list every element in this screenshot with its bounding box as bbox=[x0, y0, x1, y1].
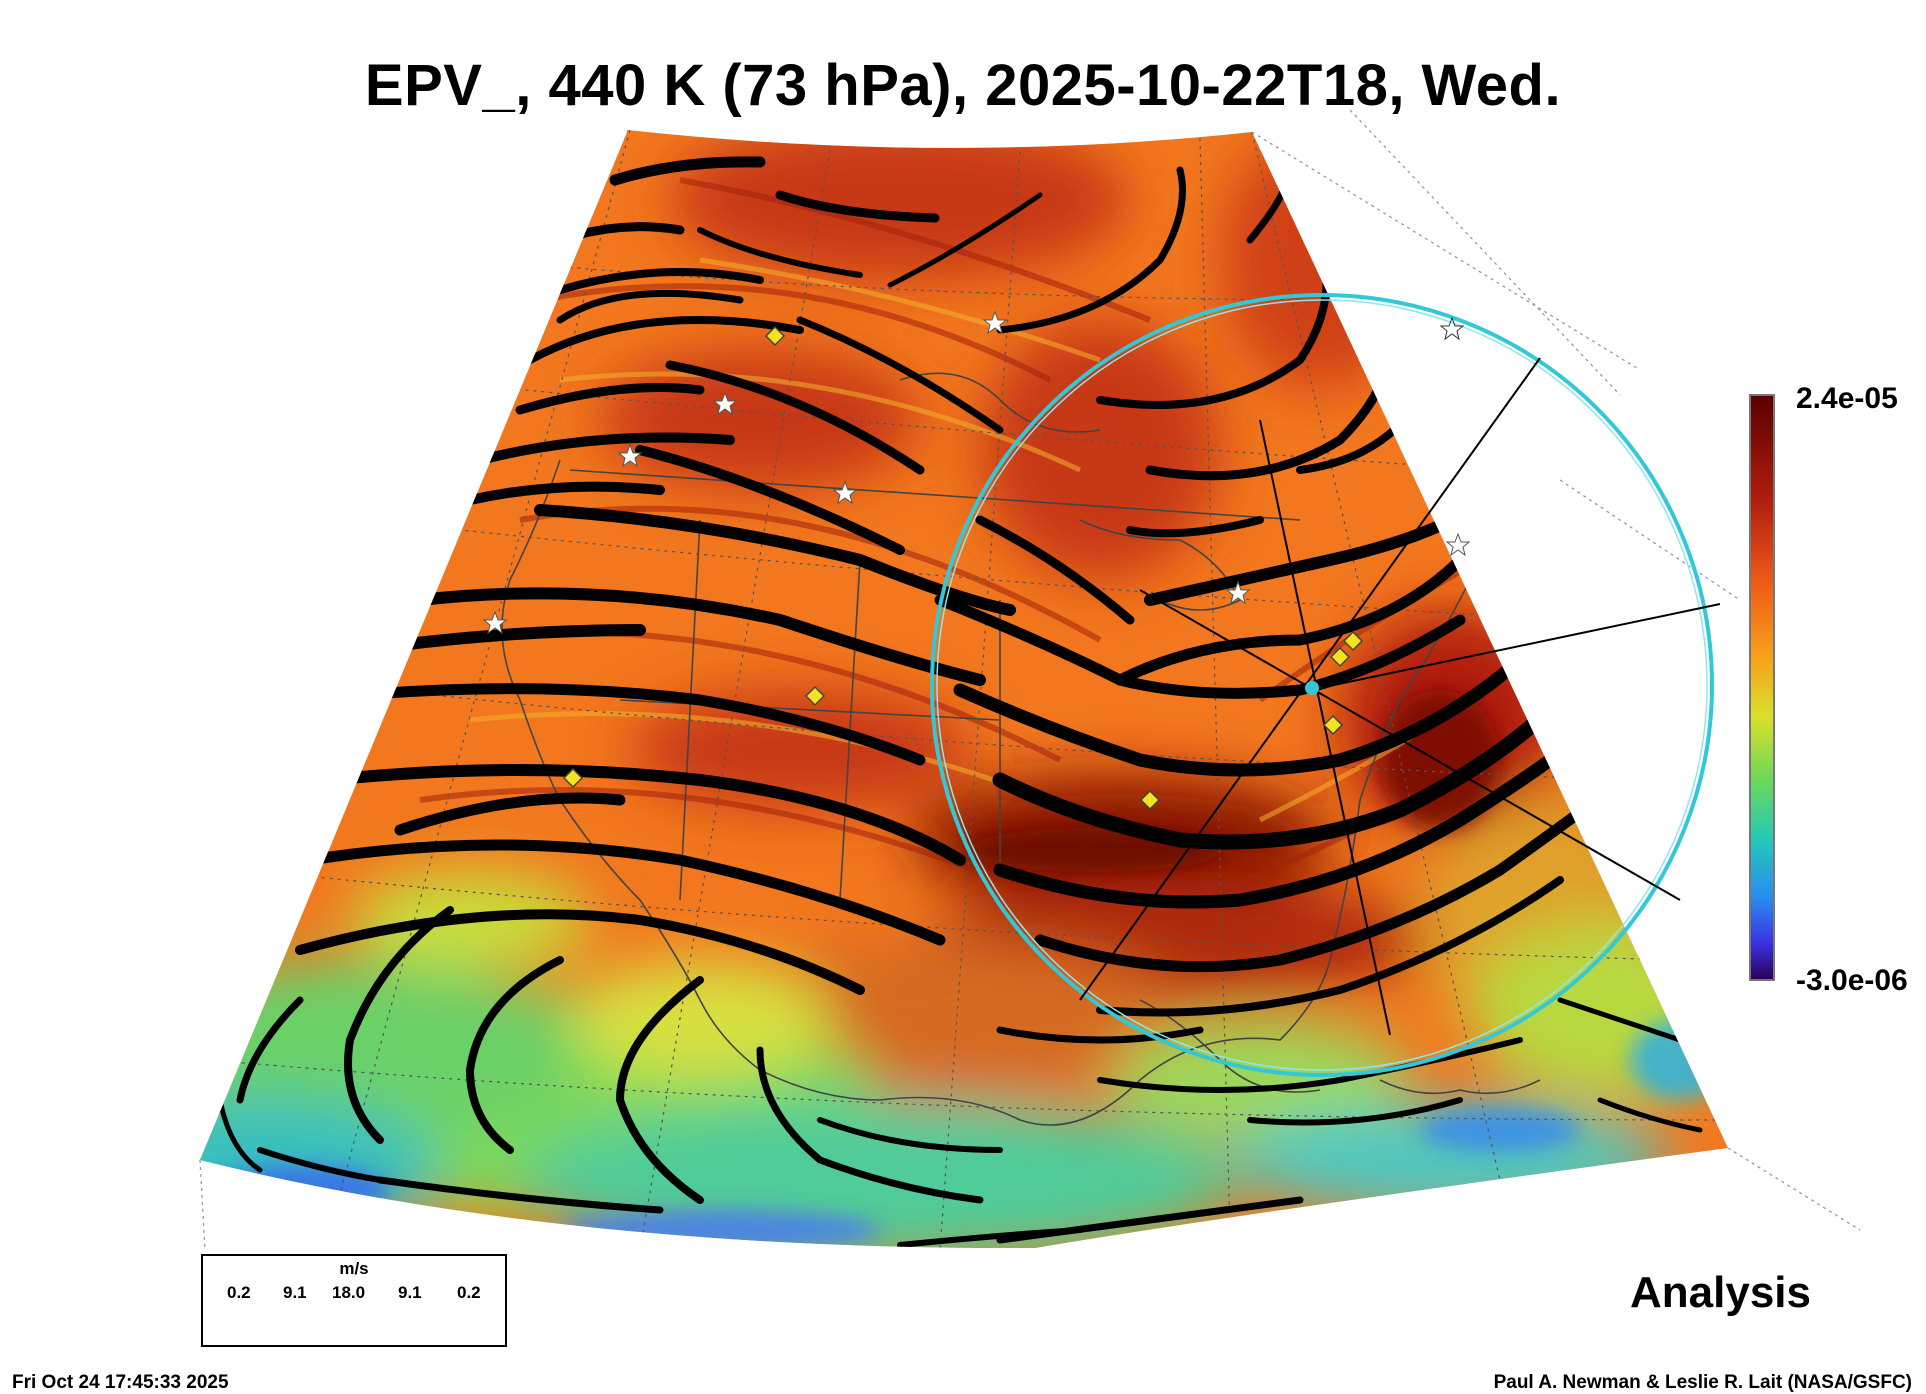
legend-tick: 9.1 bbox=[283, 1283, 307, 1302]
legend-tick: 18.0 bbox=[332, 1283, 366, 1302]
credit: Paul A. Newman & Leslie R. Lait (NASA/GS… bbox=[1493, 1372, 1912, 1393]
wind-speed-legend: m/s 0.2 9.1 18.0 9.1 0.2 bbox=[201, 1254, 507, 1347]
streamlines bbox=[217, 146, 1703, 1248]
analysis-label: Analysis bbox=[1630, 1268, 1811, 1317]
epv-field bbox=[200, 130, 1728, 1249]
cross-section-lines bbox=[1079, 357, 1721, 1036]
station-stars bbox=[482, 310, 1471, 635]
colorbar-min-label: -3.0e-06 bbox=[1796, 964, 1908, 997]
legend-tick: 0.2 bbox=[457, 1283, 481, 1302]
legend-tick: 9.1 bbox=[398, 1283, 422, 1302]
legend-tick: 0.2 bbox=[227, 1283, 251, 1302]
colorbar bbox=[1749, 394, 1775, 981]
station-diamonds bbox=[562, 325, 1364, 811]
coastlines bbox=[501, 372, 1541, 1126]
page-title: EPV_, 440 K (73 hPa), 2025-10-22T18, Wed… bbox=[364, 53, 1562, 118]
colorbar-max-label: 2.4e-05 bbox=[1796, 382, 1898, 415]
center-marker bbox=[1305, 681, 1319, 695]
vortex-ring bbox=[930, 293, 1714, 1077]
timestamp: Fri Oct 24 17:45:33 2025 bbox=[12, 1372, 229, 1393]
legend-unit: m/s bbox=[339, 1259, 369, 1278]
